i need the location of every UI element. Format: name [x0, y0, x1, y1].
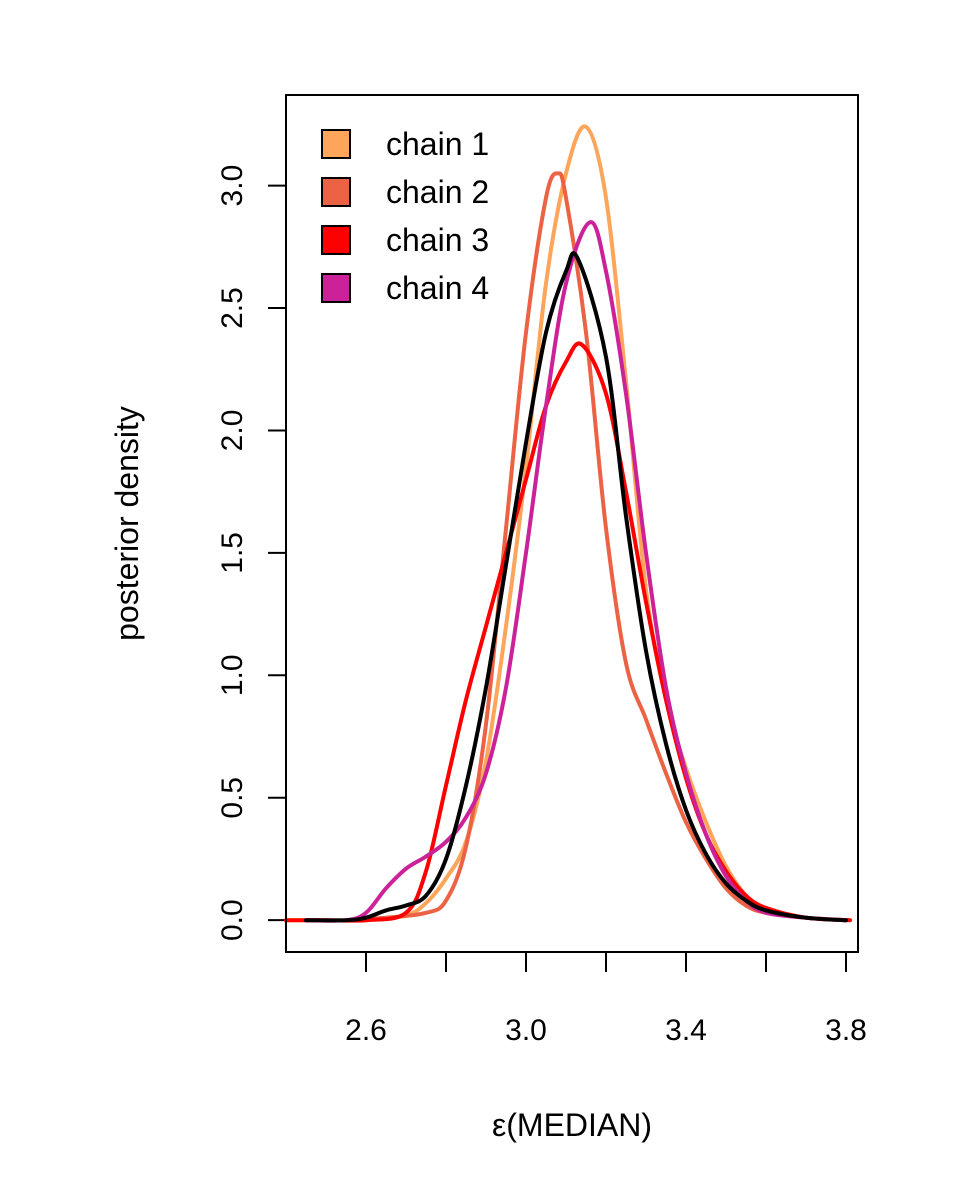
x-tick-label: 2.6	[345, 1014, 387, 1047]
legend-swatch	[321, 129, 351, 159]
legend-swatch	[321, 177, 351, 207]
series-line-5	[304, 251, 848, 923]
y-tick-label: 0.5	[216, 777, 249, 819]
y-axis-tick-labels: 0.0 0.5 1.0 1.5 2.0 2.5 3.0	[216, 165, 249, 941]
legend-swatch	[321, 273, 351, 303]
y-tick-label: 0.0	[216, 899, 249, 941]
plot-frame	[285, 94, 859, 953]
series-line-1	[284, 124, 848, 923]
series-line-3	[284, 341, 852, 923]
series-lines	[284, 124, 852, 923]
y-tick-label: 2.0	[216, 410, 249, 452]
x-tick-label: 3.8	[825, 1014, 867, 1047]
y-tick-label: 1.5	[216, 532, 249, 574]
x-axis-ticks	[365, 952, 847, 972]
legend-label: chain 4	[386, 270, 489, 306]
x-tick-label: 3.4	[665, 1014, 707, 1047]
legend-label: chain 1	[386, 126, 489, 162]
y-tick-label: 3.0	[216, 165, 249, 207]
legend-swatch	[321, 225, 351, 255]
series-line-4	[304, 220, 848, 923]
x-tick-label: 3.0	[505, 1014, 547, 1047]
legend-label: chain 3	[386, 222, 489, 258]
legend-label: chain 2	[386, 174, 489, 210]
legend: chain 1 chain 2 chain 3 chain 4	[321, 126, 489, 306]
y-tick-label: 1.0	[216, 654, 249, 696]
series-line-2	[304, 171, 848, 923]
y-axis-ticks	[268, 184, 286, 922]
x-axis-label: ε(MEDIAN)	[492, 1107, 652, 1143]
y-tick-label: 2.5	[216, 287, 249, 329]
x-axis-tick-labels: 2.6 3.0 3.4 3.8	[345, 1014, 867, 1047]
y-axis-label: posterior density	[109, 406, 145, 641]
